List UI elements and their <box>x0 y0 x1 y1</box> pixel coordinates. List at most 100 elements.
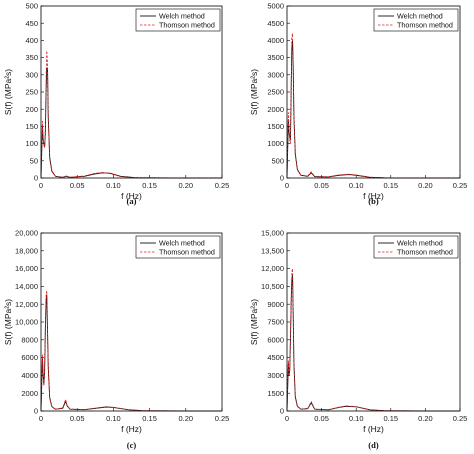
y-tick-label: 450 <box>25 19 38 28</box>
panel-caption: (b) <box>368 196 379 206</box>
plot-frame <box>40 232 223 412</box>
x-tick-label: 0 <box>285 414 289 423</box>
y-tick-label: 500 <box>271 156 284 165</box>
chart-panel-c: 0 2000 4000 6000 8000 10,000 12,000 14,000 16,00… <box>3 229 229 450</box>
y-tick-label: 250 <box>25 88 38 97</box>
legend-box <box>135 8 221 32</box>
plot-frame <box>286 232 461 412</box>
chart-panel-d: 0 1500 3000 4500 6000 7500 9000 10,500 12,000 13,… <box>249 229 467 450</box>
chart-panel-b: 0 500 1000 1500 2000 2500 3000 3500 4000 4500 5000… <box>249 2 467 206</box>
y-tick-label: 20,000 <box>15 229 38 238</box>
x-axis-label: f (Hz) <box>121 424 142 434</box>
legend-label-thomson: Thomson method <box>159 21 215 30</box>
y-tick-label: 9000 <box>267 300 284 309</box>
thomson-series-line <box>40 50 222 179</box>
y-tick-label: 5000 <box>267 2 284 11</box>
thomson-series-line <box>286 33 460 179</box>
y-tick-label: 12,000 <box>15 300 38 309</box>
y-tick-label: 8000 <box>21 335 38 344</box>
x-axis-label: f (Hz) <box>363 191 384 201</box>
panel-caption: (a) <box>127 196 137 206</box>
y-axis-label: S(f) (MPa²s) <box>249 299 259 345</box>
y-tick-label: 1500 <box>267 122 284 131</box>
thomson-series-line <box>286 268 460 412</box>
y-axis-label: S(f) (MPa²s) <box>3 299 13 345</box>
x-axis-label: f (Hz) <box>363 424 384 434</box>
x-tick-label: 0.10 <box>349 414 364 423</box>
y-tick-label: 150 <box>25 122 38 131</box>
y-tick-label: 1000 <box>267 139 284 148</box>
y-tick-label: 2000 <box>21 389 38 398</box>
chart-panel-a: 0 50 100 150 200 250 300 350 400 450 500 0 0.05 0.10 0… <box>3 2 229 206</box>
y-tick-label: 10,000 <box>15 318 38 327</box>
y-tick-label: 10,500 <box>261 282 284 291</box>
y-tick-label: 13,500 <box>261 246 284 255</box>
plot-frame <box>40 5 223 179</box>
welch-series-line <box>40 67 222 179</box>
y-tick-label: 4000 <box>21 371 38 380</box>
x-tick-label: 0.25 <box>453 414 468 423</box>
y-tick-label: 2500 <box>267 88 284 97</box>
x-axis-label: f (Hz) <box>121 191 142 201</box>
y-tick-label: 14,000 <box>15 282 38 291</box>
x-tick-label: 0.05 <box>70 414 85 423</box>
y-tick-label: 7500 <box>267 318 284 327</box>
x-tick-label: 0.05 <box>70 181 85 190</box>
x-tick-label: 0.20 <box>178 414 193 423</box>
y-axis-label: S(f) (MPa²s) <box>3 69 13 115</box>
y-tick-label: 0 <box>34 407 38 416</box>
legend-label-welch: Welch method <box>159 239 205 248</box>
x-tick-label: 0.10 <box>106 414 121 423</box>
y-tick-label: 1500 <box>267 389 284 398</box>
y-axis-label: S(f) (MPa²s) <box>249 69 259 115</box>
x-tick-label: 0.20 <box>418 181 433 190</box>
x-tick-label: 0.05 <box>314 414 329 423</box>
x-tick-label: 0.20 <box>178 181 193 190</box>
y-tick-label: 2000 <box>267 105 284 114</box>
plot-frame <box>286 5 461 179</box>
y-tick-label: 6000 <box>267 335 284 344</box>
legend-box <box>135 235 221 259</box>
y-tick-label: 500 <box>25 2 38 11</box>
x-tick-label: 0.25 <box>215 414 230 423</box>
y-tick-label: 300 <box>25 70 38 79</box>
y-tick-label: 6000 <box>21 353 38 362</box>
x-tick-label: 0.10 <box>106 181 121 190</box>
x-tick-label: 0.25 <box>215 181 230 190</box>
y-tick-label: 3500 <box>267 53 284 62</box>
y-tick-label: 3000 <box>267 70 284 79</box>
thomson-series-line <box>40 290 222 412</box>
y-tick-label: 0 <box>280 407 284 416</box>
y-tick-label: 4500 <box>267 353 284 362</box>
welch-series-line <box>286 274 460 412</box>
y-tick-label: 18,000 <box>15 246 38 255</box>
y-tick-label: 12,000 <box>261 264 284 273</box>
x-tick-label: 0.20 <box>418 414 433 423</box>
legend-label-welch: Welch method <box>397 12 443 21</box>
welch-series-line <box>286 39 460 179</box>
y-tick-label: 0 <box>280 174 284 183</box>
x-tick-label: 0.15 <box>142 414 157 423</box>
x-tick-label: 0.15 <box>383 414 398 423</box>
panel-caption: (d) <box>368 440 379 450</box>
legend-label-thomson: Thomson method <box>159 248 215 257</box>
y-tick-label: 400 <box>25 36 38 45</box>
legend-label-welch: Welch method <box>397 239 443 248</box>
legend-box <box>373 235 459 259</box>
x-tick-label: 0 <box>285 181 289 190</box>
y-tick-label: 50 <box>30 156 38 165</box>
y-tick-label: 16,000 <box>15 264 38 273</box>
y-tick-label: 3000 <box>267 371 284 380</box>
legend-label-welch: Welch method <box>159 12 205 21</box>
x-tick-label: 0.15 <box>142 181 157 190</box>
panel-caption: (c) <box>127 440 137 450</box>
y-tick-label: 100 <box>25 139 38 148</box>
x-tick-label: 0.15 <box>383 181 398 190</box>
y-tick-label: 4000 <box>267 36 284 45</box>
y-tick-label: 4500 <box>267 19 284 28</box>
x-tick-label: 0.05 <box>314 181 329 190</box>
y-tick-label: 350 <box>25 53 38 62</box>
y-tick-label: 200 <box>25 105 38 114</box>
y-tick-label: 0 <box>34 174 38 183</box>
